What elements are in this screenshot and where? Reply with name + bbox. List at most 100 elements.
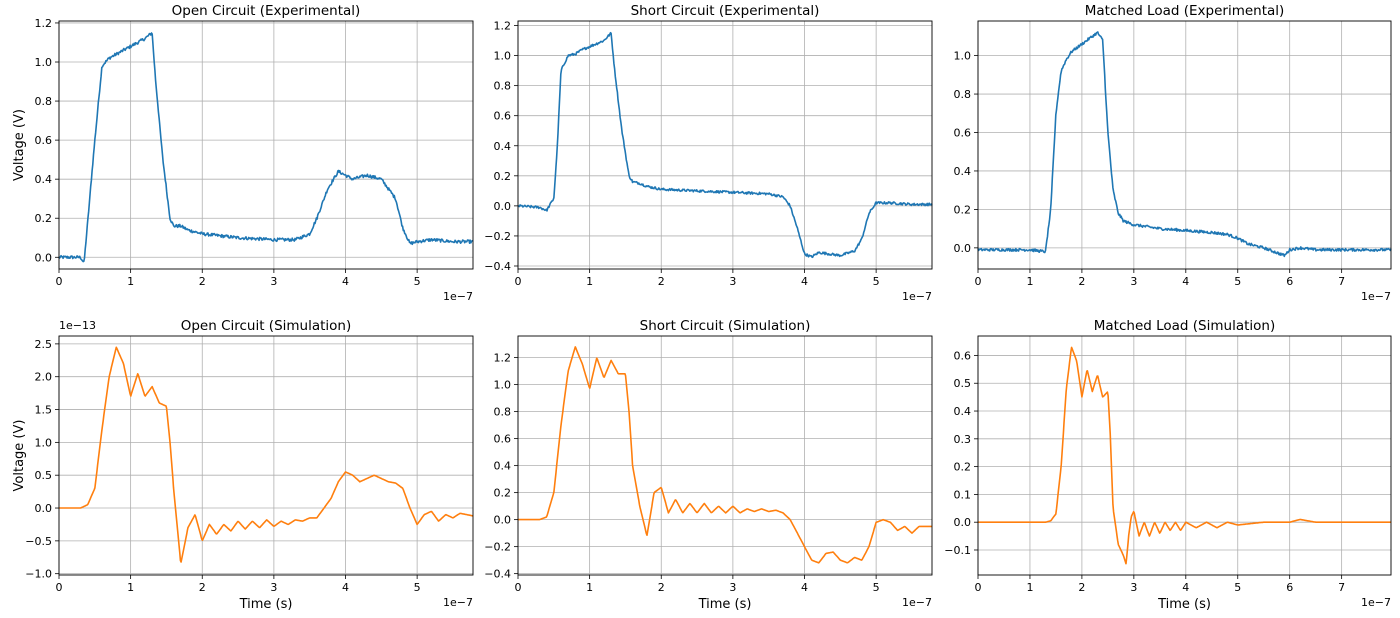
chart-title: Short Circuit (Simulation) bbox=[640, 318, 811, 334]
x-tick-label: 6 bbox=[1286, 581, 1293, 594]
y-tick-label: 1.0 bbox=[35, 436, 53, 449]
y-tick-label: 0.2 bbox=[494, 170, 512, 183]
x-axis-label: Time (s) bbox=[239, 597, 293, 612]
x-tick-label: 5 bbox=[1234, 275, 1241, 288]
x-tick-label: 5 bbox=[873, 275, 880, 288]
y-tick-label: 0.0 bbox=[494, 514, 512, 527]
x-tick-label: 0 bbox=[56, 581, 63, 594]
x-tick-label: 3 bbox=[1130, 581, 1137, 594]
x-tick-label: 7 bbox=[1338, 275, 1345, 288]
x-tick-label: 6 bbox=[1286, 275, 1293, 288]
y-tick-label: 1.0 bbox=[954, 50, 972, 63]
x-tick-label: 2 bbox=[658, 581, 665, 594]
x-tick-label: 1 bbox=[586, 275, 593, 288]
x-tick-label: 3 bbox=[270, 275, 277, 288]
series-line bbox=[58, 346, 474, 563]
x-tick-label: 3 bbox=[729, 275, 736, 288]
series-line bbox=[58, 32, 474, 263]
x-tick-label: 0 bbox=[515, 275, 522, 288]
series-line bbox=[977, 346, 1392, 565]
chart-title: Matched Load (Experimental) bbox=[1085, 3, 1285, 19]
y-tick-label: 0.5 bbox=[35, 469, 53, 482]
x-tick-label: 4 bbox=[801, 581, 808, 594]
x-axis-label: Time (s) bbox=[698, 597, 752, 612]
x-tick-label: 4 bbox=[1182, 581, 1189, 594]
x-tick-label: 0 bbox=[975, 581, 982, 594]
y-tick-label: 0.6 bbox=[954, 127, 972, 140]
y-tick-label: −0.2 bbox=[484, 541, 511, 554]
x-tick-label: 5 bbox=[414, 275, 421, 288]
x-tick-label: 1 bbox=[127, 275, 134, 288]
chart-title: Matched Load (Simulation) bbox=[1094, 318, 1275, 334]
y-tick-label: 0.6 bbox=[35, 134, 53, 147]
x-tick-label: 4 bbox=[1182, 275, 1189, 288]
y-tick-label: 1.5 bbox=[35, 404, 53, 417]
x-tick-label: 5 bbox=[1234, 581, 1241, 594]
y-tick-label: 0.8 bbox=[494, 80, 512, 93]
y-tick-label: 1.2 bbox=[35, 17, 53, 30]
plot-frame bbox=[977, 335, 1392, 576]
y-tick-label: 0.0 bbox=[954, 516, 972, 529]
x-tick-label: 7 bbox=[1338, 581, 1345, 594]
y-tick-label: 0.8 bbox=[494, 406, 512, 419]
y-tick-label: −0.1 bbox=[944, 544, 971, 557]
plot-frame bbox=[517, 20, 933, 270]
y-axis-label: Voltage (V) bbox=[12, 420, 27, 492]
x-offset-label: 1e−7 bbox=[443, 290, 473, 303]
y-tick-label: 0.4 bbox=[494, 140, 512, 153]
y-tick-label: 0.2 bbox=[954, 203, 972, 216]
y-tick-label: 0.0 bbox=[35, 251, 53, 264]
x-tick-label: 1 bbox=[127, 581, 134, 594]
y-tick-label: 2.5 bbox=[35, 338, 53, 351]
x-tick-label: 3 bbox=[1130, 275, 1137, 288]
plot-frame bbox=[517, 335, 933, 576]
series-line bbox=[977, 31, 1392, 258]
y-tick-label: 1.0 bbox=[494, 379, 512, 392]
y-tick-label: 0.6 bbox=[954, 349, 972, 362]
y-tick-label: 1.2 bbox=[494, 20, 512, 33]
x-tick-label: 1 bbox=[586, 581, 593, 594]
x-offset-label: 1e−7 bbox=[902, 290, 932, 303]
x-tick-label: 2 bbox=[199, 275, 206, 288]
series-line bbox=[517, 31, 933, 259]
y-tick-label: 0.4 bbox=[494, 460, 512, 473]
x-tick-label: 5 bbox=[414, 581, 421, 594]
x-tick-label: 0 bbox=[515, 581, 522, 594]
x-tick-label: 4 bbox=[342, 275, 349, 288]
x-offset-label: 1e−7 bbox=[902, 596, 932, 609]
y-tick-label: 2.0 bbox=[35, 371, 53, 384]
x-axis-label: Time (s) bbox=[1157, 597, 1211, 612]
y-tick-label: 0.8 bbox=[954, 88, 972, 101]
x-tick-label: 1 bbox=[1026, 275, 1033, 288]
x-offset-label: 1e−7 bbox=[1361, 290, 1391, 303]
y-tick-label: 0.0 bbox=[954, 242, 972, 255]
y-tick-label: 0.0 bbox=[35, 502, 53, 515]
y-tick-label: 0.6 bbox=[494, 110, 512, 123]
chart-panel-2: 0 1 2 3 4 5 −0.4 −0.2 0.0 0.2 0.4 0.6 0.8 1.0 1.2 Short… bbox=[484, 3, 933, 303]
x-tick-label: 4 bbox=[342, 581, 349, 594]
y-tick-label: −0.2 bbox=[484, 230, 511, 243]
chart-panel-6: 0 1 2 3 4 5 6 7 −0.1 0.0 0.1 0.2 0.3 0.4 0.5 0.6 Matched… bbox=[944, 318, 1392, 612]
x-tick-label: 0 bbox=[56, 275, 63, 288]
x-offset-label: 1e−7 bbox=[1361, 596, 1391, 609]
y-tick-label: 0.4 bbox=[954, 165, 972, 178]
chart-panel-1: 0 1 2 3 4 5 0.0 0.2 0.4 0.6 0.8 1.0 1.2 Open Circuit … bbox=[12, 3, 474, 303]
y-tick-label: 0.6 bbox=[494, 433, 512, 446]
x-tick-label: 5 bbox=[873, 581, 880, 594]
y-tick-label: 0.4 bbox=[954, 405, 972, 418]
y-tick-label: 0.2 bbox=[954, 461, 972, 474]
y-tick-label: 0.5 bbox=[954, 377, 972, 390]
x-tick-label: 2 bbox=[199, 581, 206, 594]
x-tick-label: 4 bbox=[801, 275, 808, 288]
chart-panel-3: 0 1 2 3 4 5 6 7 0.0 0.2 0.4 0.6 0.8 1.0 Matched Load (… bbox=[954, 3, 1392, 303]
x-tick-label: 3 bbox=[729, 581, 736, 594]
y-tick-label: 1.2 bbox=[494, 352, 512, 365]
y-tick-label: 0.2 bbox=[35, 212, 53, 225]
plot-frame bbox=[977, 20, 1392, 270]
x-tick-label: 2 bbox=[658, 275, 665, 288]
x-tick-label: 2 bbox=[1078, 275, 1085, 288]
chart-panel-5: 0 1 2 3 4 5 −0.4 −0.2 0.0 0.2 0.4 0.6 0.8 1.0 1.2 Short… bbox=[484, 318, 933, 612]
x-offset-label: 1e−7 bbox=[443, 596, 473, 609]
y-tick-label: 0.8 bbox=[35, 95, 53, 108]
